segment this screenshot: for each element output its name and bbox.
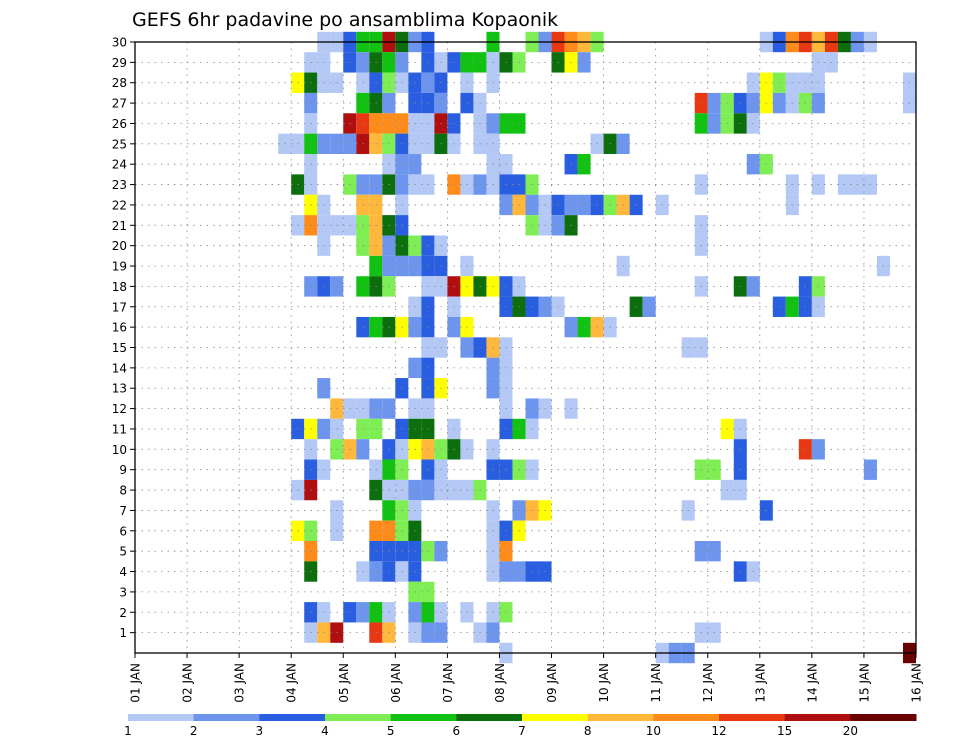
x-tick-label: 05 JAN [337,663,351,703]
colorbar-swatch [390,714,457,721]
y-tick-label: 7 [119,504,127,518]
y-tick-label: 25 [112,137,127,151]
x-tick-label: 08 JAN [493,663,507,703]
x-axis-ticks: 01 JAN 02 JAN 03 JAN 04 JAN 05 JAN 06 JAN 07 J… [129,653,924,703]
y-tick-label: 18 [112,280,127,294]
y-tick-label: 12 [112,402,127,416]
colorbar-swatch [653,714,720,721]
x-tick-label: 01 JAN [129,663,143,703]
y-tick-label: 8 [119,484,127,498]
y-tick-label: 6 [119,524,127,538]
y-tick-label: 26 [112,117,127,131]
y-tick-label: 20 [112,239,127,253]
y-tick-label: 16 [112,321,127,335]
y-tick-label: 30 [112,36,127,50]
x-tick-label: 13 JAN [753,663,767,703]
y-tick-label: 1 [119,626,127,640]
y-tick-label: 29 [112,56,127,70]
colorbar-swatch [193,714,260,721]
x-tick-label: 11 JAN [649,663,663,703]
y-tick-label: 15 [112,341,127,355]
x-tick-label: 03 JAN [233,663,247,703]
x-tick-label: 04 JAN [285,663,299,703]
y-tick-label: 21 [112,219,127,233]
colorbar-label: 12 [711,724,726,738]
y-tick-label: 10 [112,443,127,457]
x-tick-label: 10 JAN [597,663,611,703]
colorbar-label: 20 [843,724,858,738]
y-tick-label: 23 [112,178,127,192]
colorbar-label: 15 [777,724,792,738]
y-tick-label: 4 [119,565,127,579]
colorbar-label: 1 [124,724,132,738]
plot-frame [134,41,917,654]
x-tick-label: 07 JAN [441,663,455,703]
colorbar-swatch [128,714,195,721]
colorbar-swatch [325,714,392,721]
colorbar-label: 6 [453,724,461,738]
x-tick-label: 09 JAN [545,663,559,703]
x-tick-label: 02 JAN [181,663,195,703]
y-tick-label: 24 [112,158,127,172]
chart-title: GEFS 6hr padavine po ansamblima Kopaonik [132,9,558,31]
colorbar-label: 7 [518,724,526,738]
colorbar-label: 8 [584,724,592,738]
colorbar-swatch [522,714,589,721]
y-tick-label: 3 [119,585,127,599]
x-tick-label: 12 JAN [701,663,715,703]
y-tick-label: 27 [112,97,127,111]
x-tick-label: 15 JAN [857,663,871,703]
colorbar-swatch [719,714,786,721]
colorbar-label: 3 [256,724,264,738]
colorbar-swatch [456,714,523,721]
colorbar-swatch [850,714,917,721]
colorbar-swatch [587,714,654,721]
colorbar-label: 5 [387,724,395,738]
x-tick-label: 16 JAN [910,663,924,703]
y-axis-ticks: 1234567891011121314151617181920212223242… [112,36,135,640]
y-tick-label: 19 [112,260,127,274]
colorbar-legend: 1 2 3 4 5 6 7 8 10 12 15 20 [124,714,917,738]
x-tick-label: 14 JAN [805,663,819,703]
y-tick-label: 14 [112,361,127,375]
colorbar-label: 4 [321,724,329,738]
y-tick-label: 2 [119,606,127,620]
colorbar-swatch [259,714,326,721]
y-tick-label: 5 [119,545,127,559]
y-tick-label: 11 [112,422,127,436]
y-tick-label: 17 [112,300,127,314]
x-tick-label: 06 JAN [389,663,403,703]
colorbar-label: 2 [190,724,198,738]
y-tick-label: 13 [112,382,127,396]
colorbar-label: 10 [646,724,661,738]
y-tick-label: 22 [112,198,127,212]
colorbar-swatch [784,714,851,721]
y-tick-label: 9 [119,463,127,477]
y-tick-label: 28 [112,76,127,90]
